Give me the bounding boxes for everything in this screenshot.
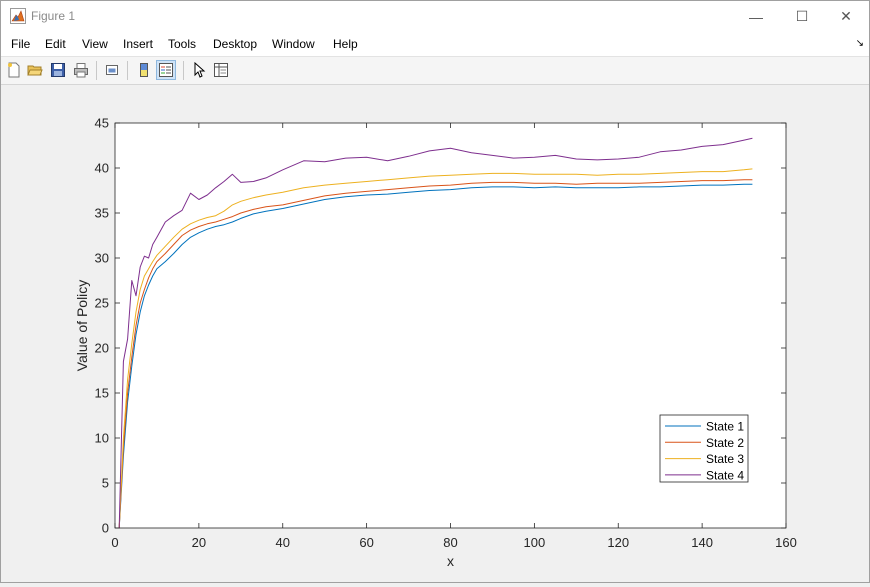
minimize-icon: — (749, 8, 763, 25)
x-tick-label: 160 (775, 535, 797, 550)
save-icon[interactable] (48, 60, 68, 80)
x-tick-label: 120 (607, 535, 629, 550)
menu-insert[interactable]: Insert (123, 37, 154, 51)
figure-canvas: 0 20 40 60 80 100 120 140 160 0 5 10 15 20 25 30 35 40 45 x… (1, 85, 869, 582)
x-tick-label: 20 (192, 535, 206, 550)
menu-view[interactable]: View (82, 37, 108, 51)
toolbar (1, 57, 869, 85)
menu-desktop[interactable]: Desktop (213, 37, 258, 51)
insert-colorbar-icon[interactable] (134, 60, 154, 80)
open-file-icon[interactable] (25, 60, 45, 80)
toolbar-separator (127, 61, 128, 80)
maximize-icon: ☐ (795, 8, 809, 24)
y-tick-label: 35 (95, 206, 109, 221)
series-line-state-1 (118, 183, 753, 529)
legend-label-state-4: State 4 (706, 468, 744, 482)
menu-help[interactable]: Help (333, 37, 358, 51)
y-tick-label: 25 (95, 296, 109, 311)
y-tick-label: 5 (102, 476, 109, 491)
x-tick-label: 100 (524, 535, 546, 550)
insert-legend-icon[interactable] (156, 60, 176, 80)
matlab-icon (10, 8, 26, 24)
new-figure-icon[interactable] (4, 60, 24, 80)
y-tick-label: 30 (95, 251, 109, 266)
menu-bar: File Edit View Insert Tools Desktop Wind… (1, 32, 869, 57)
x-axis-label: x (447, 553, 454, 569)
close-button[interactable]: ✕ (823, 1, 869, 32)
title-bar: Figure 1 — ☐ ✕ (1, 1, 869, 32)
y-tick-label: 45 (95, 116, 109, 131)
menu-tools[interactable]: Tools (168, 37, 197, 51)
y-tick-label: 20 (95, 341, 109, 356)
series-line-state-4 (118, 137, 753, 529)
toolbar-separator (96, 61, 97, 80)
menu-edit[interactable]: Edit (45, 37, 66, 51)
minimize-button[interactable]: — (733, 1, 779, 32)
series-line-state-3 (118, 168, 753, 529)
link-plot-icon[interactable] (102, 60, 122, 80)
line-chart: 0 20 40 60 80 100 120 140 160 0 5 10 15 20 25 30 35 40 45 x… (74, 116, 797, 570)
series-line-state-2 (118, 179, 753, 529)
menu-window[interactable]: Window (272, 37, 315, 51)
y-tick-label: 0 (102, 521, 109, 536)
x-tick-label: 0 (111, 535, 118, 550)
y-tick-label: 15 (95, 386, 109, 401)
close-icon: ✕ (840, 8, 852, 24)
x-tick-label: 80 (443, 535, 457, 550)
y-tick-label: 10 (95, 431, 109, 446)
property-inspector-icon[interactable] (211, 60, 231, 80)
legend-label-state-1: State 1 (706, 420, 744, 434)
toolbar-separator (183, 61, 184, 80)
print-icon[interactable] (71, 60, 91, 80)
y-tick-label: 40 (95, 161, 109, 176)
legend-label-state-3: State 3 (706, 452, 744, 466)
x-tick-label: 40 (276, 535, 290, 550)
axes-box (114, 122, 787, 529)
window-title: Figure 1 (31, 9, 76, 23)
y-axis-label: Value of Policy (74, 280, 90, 372)
x-tick-label: 60 (359, 535, 373, 550)
legend-label-state-2: State 2 (706, 436, 744, 450)
dock-arrow-icon[interactable]: ↘ (855, 38, 864, 49)
edit-plot-icon[interactable] (189, 60, 209, 80)
menu-file[interactable]: File (11, 37, 31, 51)
maximize-button[interactable]: ☐ (779, 1, 825, 32)
x-tick-label: 140 (691, 535, 713, 550)
